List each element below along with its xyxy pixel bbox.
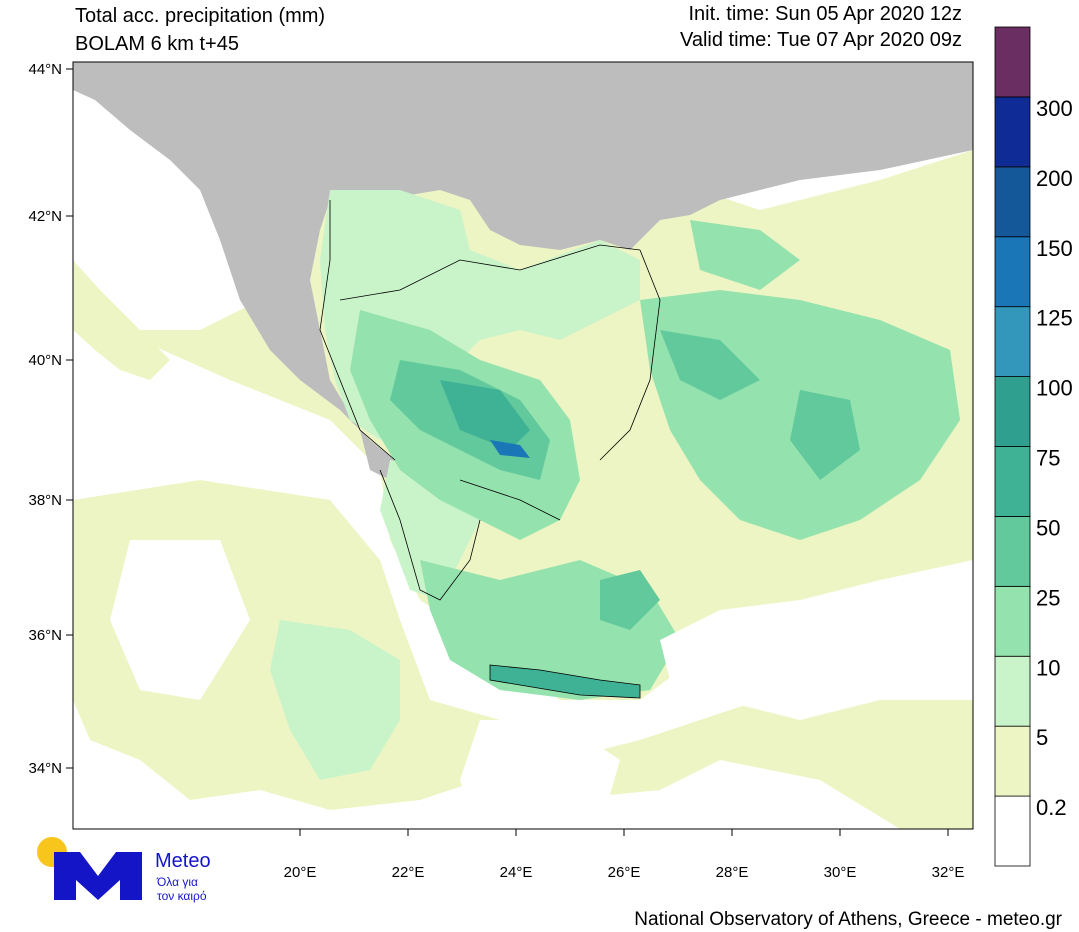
lon-label: 28°E (716, 864, 749, 881)
lon-label: 30°E (824, 864, 857, 881)
lon-label: 22°E (392, 864, 425, 881)
colorbar-swatch (994, 446, 1031, 517)
lon-label: 20°E (284, 864, 317, 881)
logo-tagline: Όλα για (156, 875, 198, 889)
colorbar-swatch (994, 585, 1031, 657)
logo: Meteo Όλα για τον καιρό (37, 837, 211, 903)
colorbar-swatch (994, 236, 1031, 308)
lat-label: 44°N (28, 61, 62, 78)
footer: National Observatory of Athens, Greece -… (634, 909, 1062, 930)
logo-tagline: τον καιρό (157, 889, 207, 903)
lon-label: 24°E (500, 864, 533, 881)
colorbar-label: 300 (1036, 96, 1073, 121)
init-time: Init. time: Sun 05 Apr 2020 12z (688, 3, 962, 25)
colorbar-swatch (994, 725, 1031, 797)
colorbar-swatch (994, 26, 1031, 98)
colorbar-label: 25 (1036, 585, 1060, 610)
colorbar-label: 5 (1036, 725, 1048, 750)
colorbar-label: 100 (1036, 376, 1073, 401)
map (72, 61, 974, 830)
title: Total acc. precipitation (mm) (75, 5, 325, 27)
subtitle: BOLAM 6 km t+45 (75, 33, 239, 55)
lat-label: 34°N (28, 760, 62, 777)
lat-label: 36°N (28, 627, 62, 644)
colorbar-label: 50 (1036, 515, 1060, 540)
lat-label: 42°N (28, 208, 62, 225)
logo-name: Meteo (155, 850, 211, 872)
colorbar-label: 10 (1036, 655, 1060, 680)
colorbar-swatch (994, 96, 1031, 168)
lat-label: 40°N (28, 352, 62, 369)
colorbar-swatch (994, 376, 1031, 447)
colorbar-label: 150 (1036, 236, 1073, 261)
colorbar-label: 75 (1036, 446, 1060, 471)
colorbar-label: 200 (1036, 166, 1073, 191)
lon-label: 32°E (932, 864, 965, 881)
colorbar-swatch (994, 795, 1031, 867)
colorbar-label: 125 (1036, 306, 1073, 331)
valid-time: Valid time: Tue 07 Apr 2020 09z (680, 29, 962, 51)
colorbar-swatch (994, 516, 1031, 587)
colorbar-swatch (994, 655, 1031, 727)
colorbar-label: 0.2 (1036, 795, 1067, 820)
colorbar-swatch (994, 306, 1031, 377)
lat-label: 38°N (28, 492, 62, 509)
lon-label: 26°E (608, 864, 641, 881)
colorbar-swatch (994, 166, 1031, 238)
